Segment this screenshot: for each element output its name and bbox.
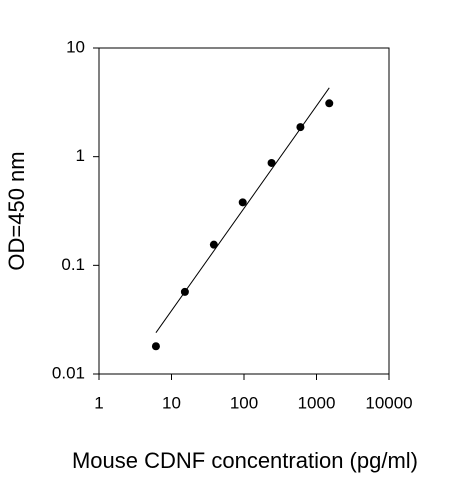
data-point	[180, 287, 189, 296]
data-point	[267, 158, 276, 167]
data-point	[209, 240, 218, 249]
y-tick-label: 10	[66, 37, 85, 56]
data-point	[151, 342, 160, 351]
x-tick-label: 1	[94, 393, 103, 412]
x-tick-label: 1000	[298, 393, 336, 412]
x-axis-label: Mouse CDNF concentration (pg/ml)	[72, 448, 418, 473]
x-tick-label: 10	[162, 393, 181, 412]
y-tick-label: 1	[76, 146, 85, 165]
plot-frame	[98, 47, 390, 375]
x-tick-label: 100	[230, 393, 258, 412]
y-axis-label: OD=450 nm	[4, 151, 29, 270]
y-tick-label: 0.1	[61, 255, 85, 274]
data-point	[238, 198, 247, 207]
x-tick-label: 10000	[365, 393, 412, 412]
data-point	[296, 123, 305, 132]
data-point	[325, 99, 334, 108]
y-tick-label: 0.01	[52, 363, 85, 382]
